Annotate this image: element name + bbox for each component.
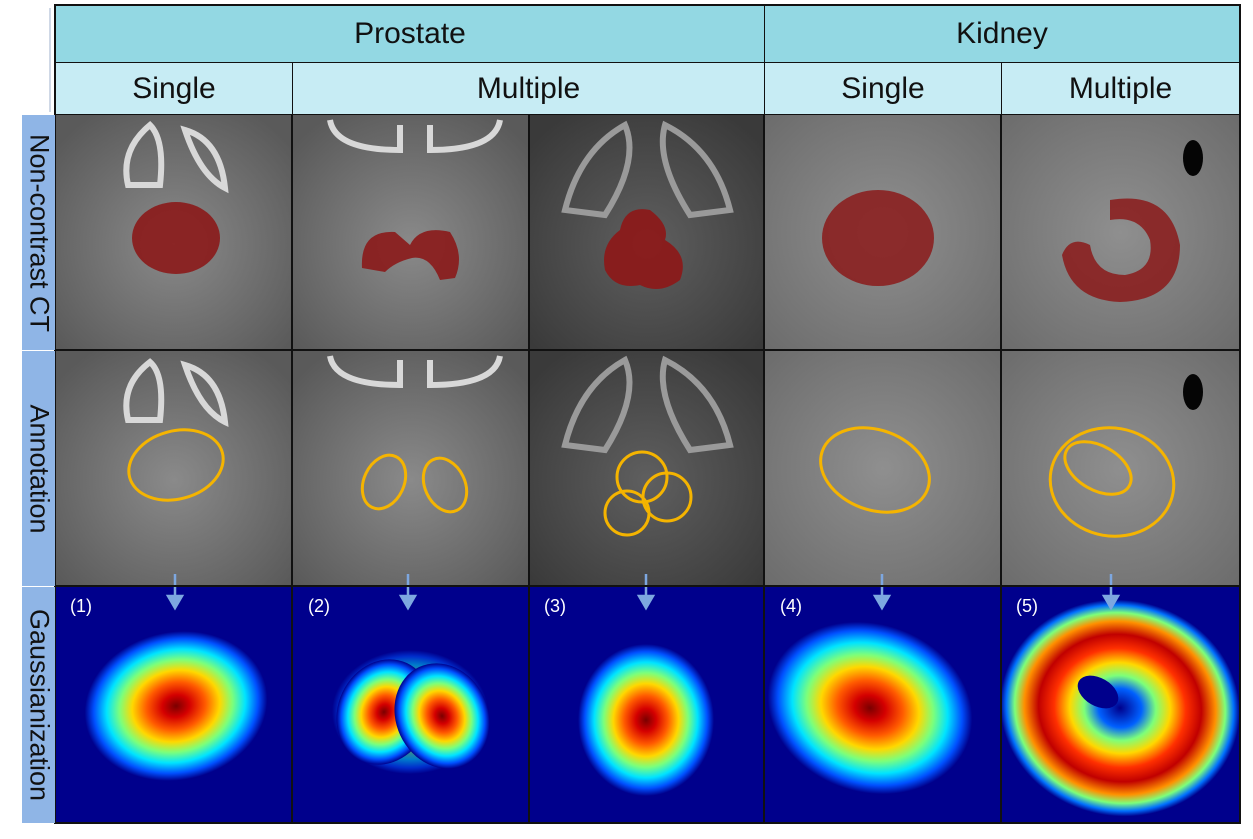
- down-arrow-icon: [165, 574, 185, 611]
- annotation-image-kidney-single: [765, 351, 1001, 586]
- segmentation-mask: [822, 190, 934, 286]
- ct-row: [56, 115, 1239, 350]
- row-label-ct: Non-contrast CT: [22, 115, 55, 350]
- pubic-bone-right: [180, 125, 229, 194]
- annotation-ellipse: [360, 453, 408, 511]
- panel-number-3: (3): [544, 596, 566, 616]
- pubic-bone: [327, 355, 503, 389]
- heatmap-blob: [578, 644, 714, 796]
- row-label-gaussianization: Gaussianization: [22, 587, 55, 823]
- gaussian-row: [56, 587, 1240, 823]
- row-label-annotation: Annotation: [22, 351, 55, 586]
- heatmap-blob: [84, 631, 268, 781]
- subheader-kidney-multiple: Multiple: [1002, 63, 1239, 114]
- annotation-ellipse: [1048, 426, 1176, 538]
- segmentation-mask: [1062, 198, 1180, 302]
- header-prostate: Prostate: [56, 6, 764, 62]
- row-label-text: Annotation: [24, 403, 54, 534]
- air-pocket: [1183, 140, 1203, 176]
- subheader-kidney-single: Single: [765, 63, 1001, 114]
- annotation-ellipse: [127, 428, 225, 502]
- segmentation-mask: [604, 209, 683, 289]
- annotation-ellipse: [603, 489, 651, 537]
- row-label-text: Non-contrast CT: [24, 133, 54, 332]
- grid-lines: [54, 4, 1241, 824]
- subheader-label: Single: [841, 71, 925, 105]
- down-arrow-icon: [872, 574, 892, 611]
- down-arrow-icon: [636, 574, 656, 611]
- pubic-bone: [561, 355, 734, 454]
- annotation-image-kidney-multiple: [1002, 351, 1239, 586]
- panel-number-1: (1): [70, 596, 92, 616]
- segmentation-mask: [361, 230, 459, 280]
- subheader-label: Multiple: [1068, 71, 1173, 105]
- segmentation-mask: [132, 202, 220, 274]
- header-prostate-label: Prostate: [354, 17, 466, 50]
- subheader-prostate-single: Single: [56, 63, 292, 114]
- pubic-bone: [123, 358, 229, 428]
- annotation-ellipse: [819, 426, 931, 514]
- pubic-bone: [327, 119, 503, 154]
- subheader-label: Multiple: [476, 71, 581, 105]
- ct-image-kidney-multiple: [1002, 115, 1239, 350]
- arrows: [165, 574, 1121, 611]
- pubic-bone-left: [123, 120, 165, 188]
- annotation-image-prostate-single: [56, 351, 292, 586]
- header-kidney-label: Kidney: [956, 17, 1048, 50]
- heatmap-hole: [1077, 675, 1119, 709]
- ct-image-prostate-multiple-a: [293, 115, 529, 350]
- panel-number-2: (2): [308, 596, 330, 616]
- subheader-prostate-multiple: Multiple: [293, 63, 764, 114]
- header-kidney: Kidney: [765, 6, 1239, 62]
- down-arrow-icon: [398, 574, 418, 611]
- panel-number-5: (5): [1016, 596, 1038, 616]
- panel-number-4: (4): [780, 596, 802, 616]
- annotation-ellipse: [421, 456, 469, 514]
- annotation-ellipse: [1063, 440, 1133, 496]
- pubic-bone: [561, 120, 734, 219]
- air-pocket: [1183, 374, 1203, 410]
- row-label-text: Gaussianization: [24, 608, 54, 802]
- subheader-label: Single: [132, 71, 216, 105]
- annotation-image-prostate-multiple-a: [293, 351, 529, 586]
- heatmap-ring: [1000, 599, 1240, 817]
- down-arrow-icon: [1101, 574, 1121, 611]
- annotation-image-prostate-multiple-b: [530, 351, 764, 586]
- heatmap-blob: [767, 621, 973, 795]
- annotation-row: [56, 351, 1239, 586]
- heatmap-blob: [394, 663, 490, 769]
